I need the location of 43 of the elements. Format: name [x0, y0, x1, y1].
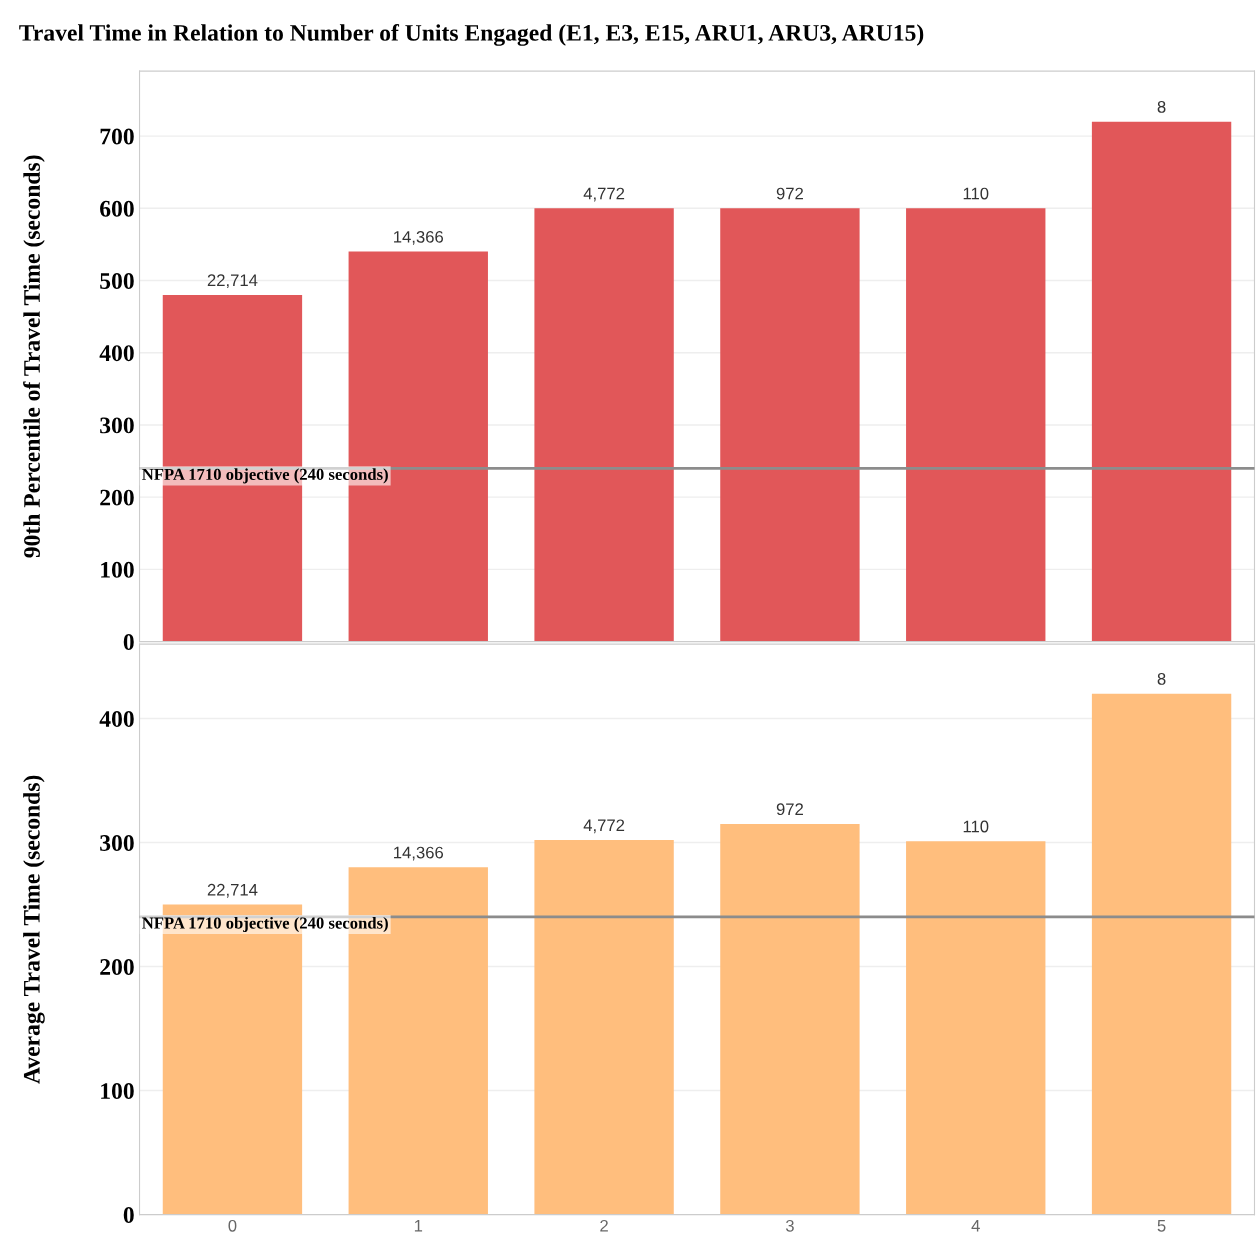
y-tick-label: 200 — [100, 959, 134, 975]
y-tick-label: 200 — [100, 489, 134, 506]
bar — [720, 823, 860, 1215]
annotation: 8 — [1157, 673, 1166, 685]
y-tick-label: 700 — [100, 128, 134, 145]
bar — [906, 841, 1046, 1215]
annotation: 22,714 — [207, 883, 258, 898]
annotation: 972 — [776, 803, 803, 816]
annotation: 4,772 — [583, 187, 625, 202]
annotation: 8 — [1157, 100, 1166, 113]
bar — [534, 840, 674, 1215]
bar — [1091, 693, 1232, 1215]
x-tick-label: 5 — [1157, 1220, 1166, 1232]
x-tick-label: 0 — [228, 1219, 237, 1232]
annotation: 110 — [963, 187, 989, 200]
ref-line-label: NFPA 1710 objective (240 seconds) — [142, 916, 388, 933]
y-axis-title: 90th Percentile of Travel Time (seconds) — [23, 155, 45, 558]
x-tick-label: 3 — [785, 1219, 794, 1232]
y-axis-title: Average Travel Time (seconds) — [23, 775, 45, 1084]
x-tick-label: 4 — [971, 1220, 980, 1232]
annotation: 22,714 — [207, 274, 258, 289]
annotation: 4,772 — [583, 819, 625, 834]
y-tick-label: 100 — [101, 561, 134, 578]
y-tick-label: 500 — [100, 272, 134, 289]
x-tick-label: 1 — [414, 1220, 423, 1232]
chart-title: Travel Time in Relation to Number of Units Engaged (E1, E3, E15, ARU1, ARU3, ARU15) — [19, 24, 924, 46]
y-tick-label: 0 — [123, 634, 134, 651]
bar — [534, 208, 674, 642]
y-tick-label: 300 — [100, 835, 134, 851]
x-tick-label: 2 — [600, 1219, 608, 1232]
y-tick-label: 600 — [100, 200, 134, 217]
bar — [1091, 121, 1232, 642]
ref-line-label: NFPA 1710 objective (240 seconds) — [142, 468, 388, 484]
annotation: 972 — [776, 187, 803, 200]
y-tick-label: 400 — [99, 345, 134, 362]
annotation: 14,366 — [394, 846, 444, 861]
bar — [720, 208, 860, 642]
annotation: 14,366 — [394, 230, 444, 245]
y-tick-label: 400 — [99, 710, 134, 727]
annotation: 110 — [963, 820, 989, 833]
y-tick-label: 100 — [101, 1083, 134, 1099]
bar — [906, 208, 1046, 642]
y-tick-label: 300 — [100, 417, 134, 434]
